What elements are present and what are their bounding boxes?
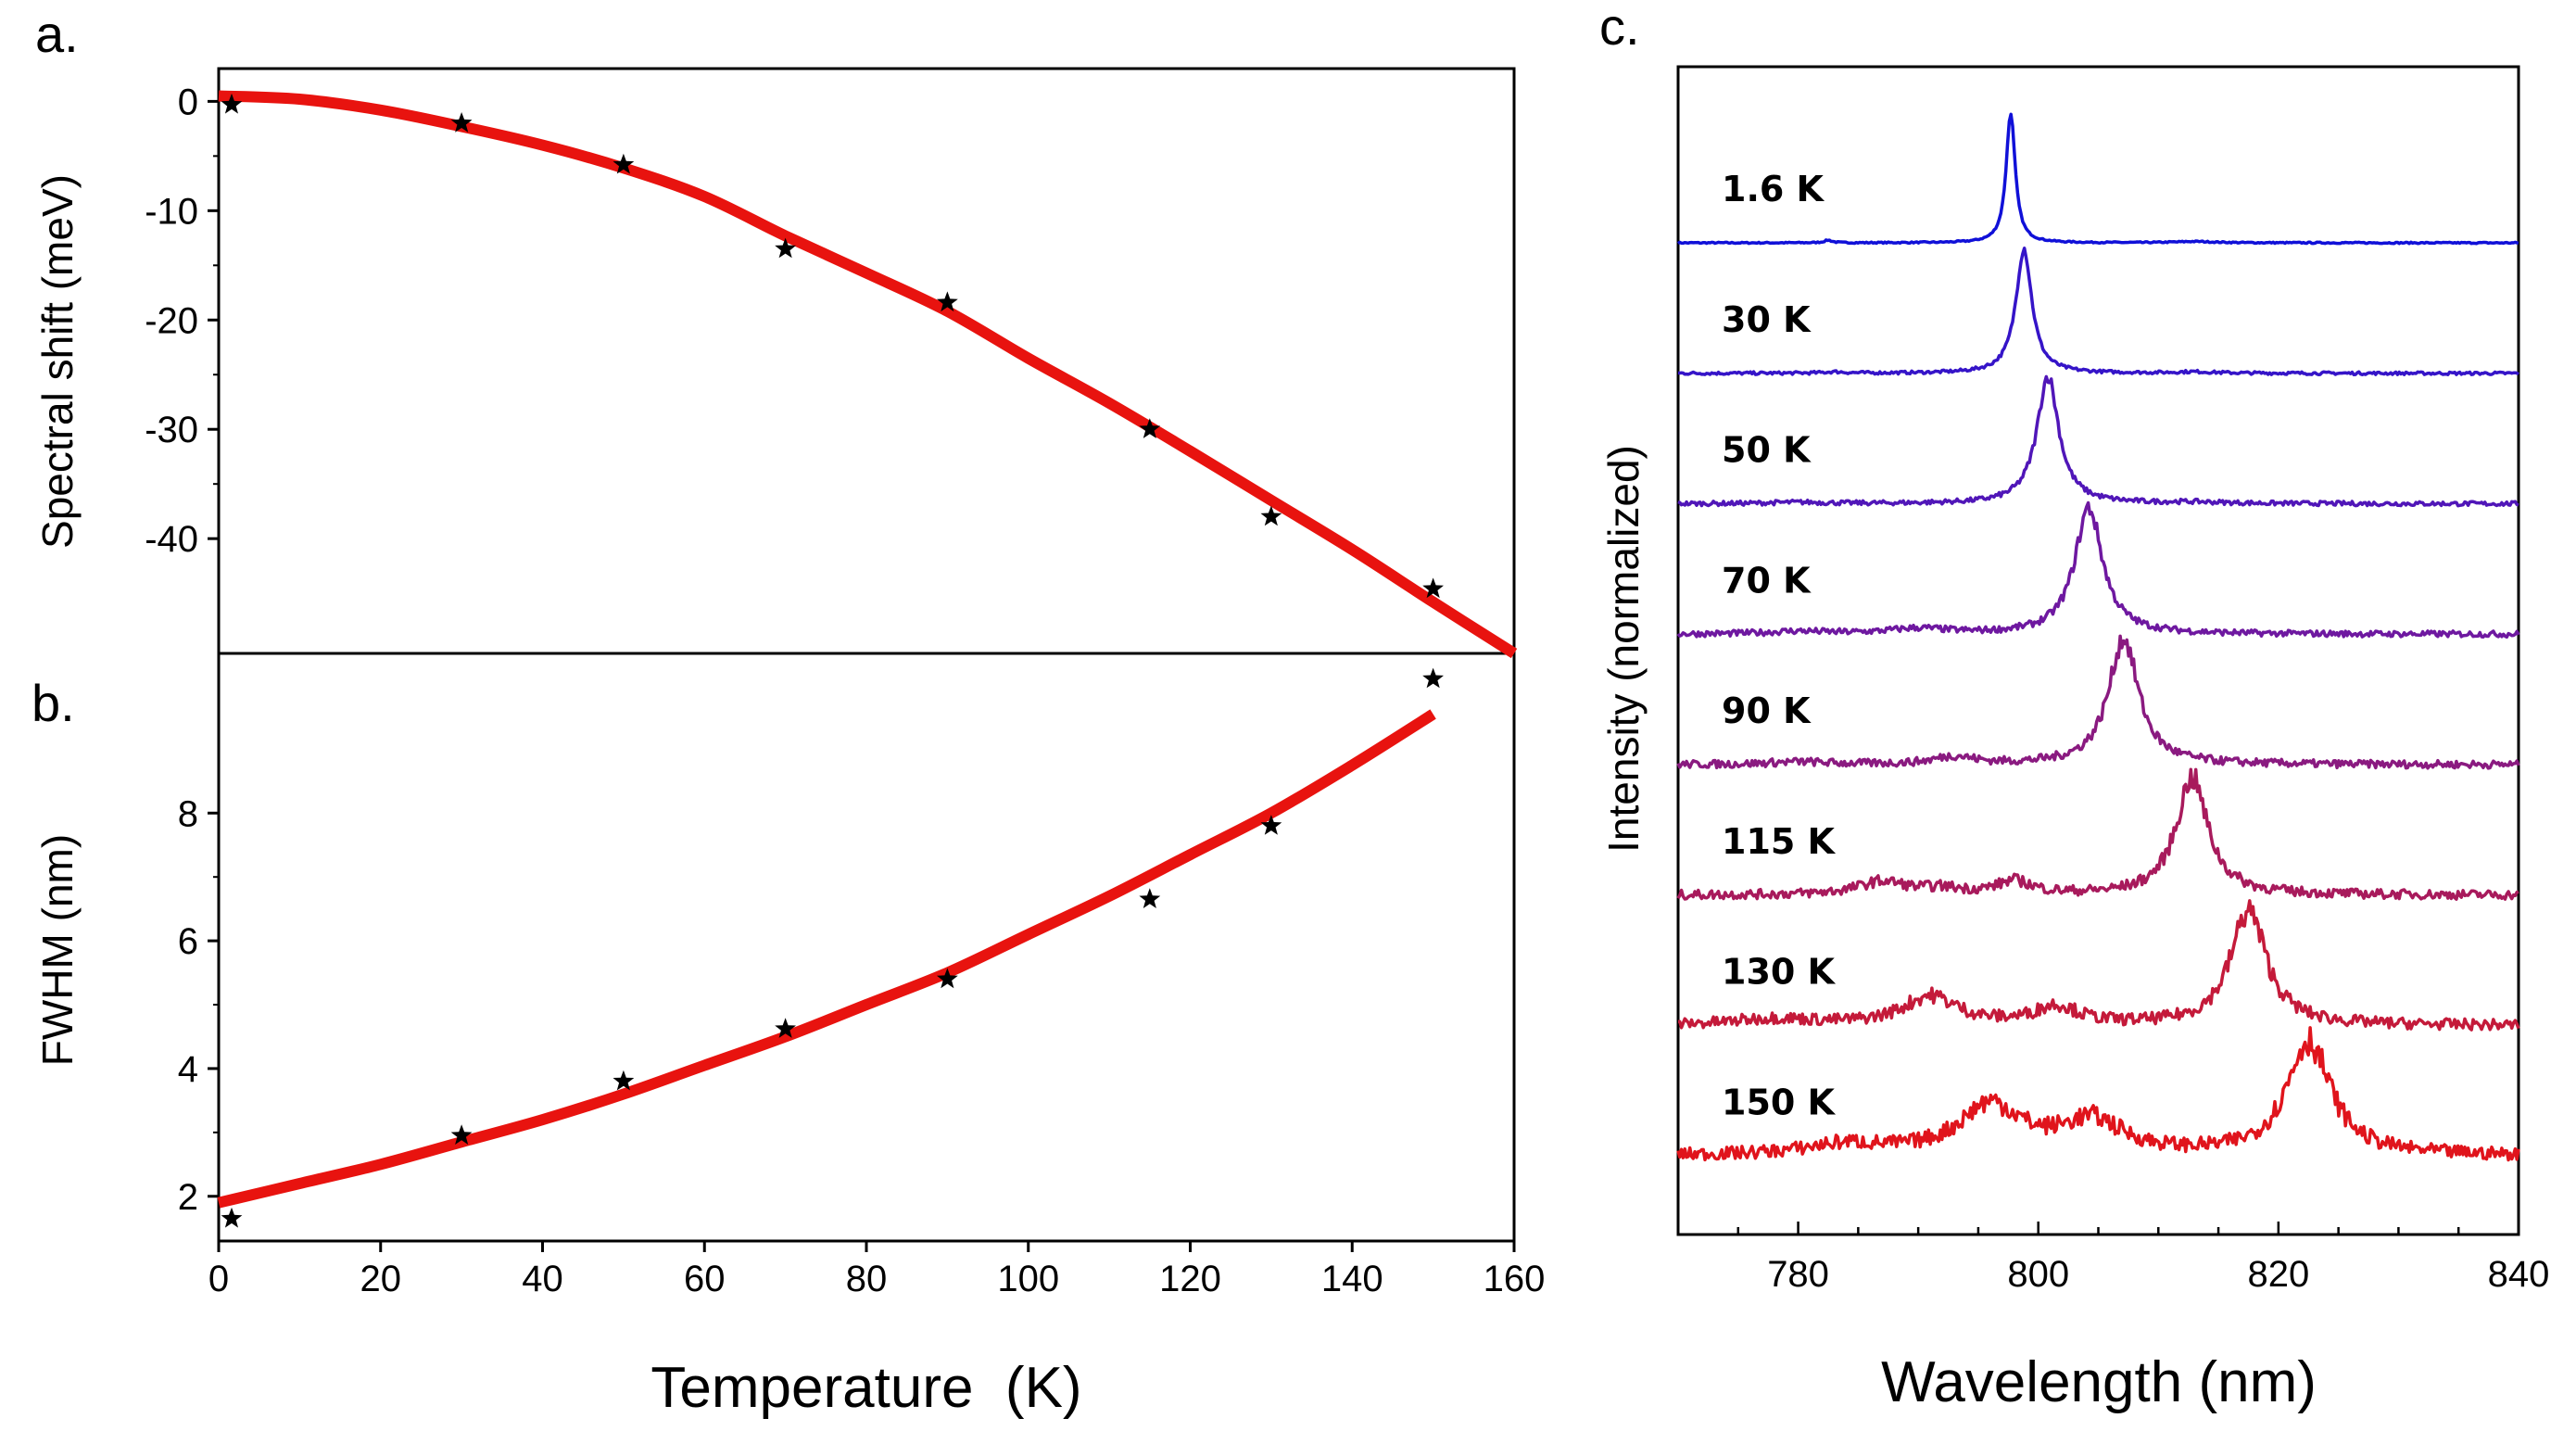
- plot-b-xtick-label: 20: [360, 1259, 402, 1299]
- plot-c-spectrum-label: 90 K: [1722, 690, 1812, 731]
- figure-canvas: a. b. c. Spectral shift (meV) FWHM (nm) …: [0, 0, 2576, 1431]
- plot-b-fit-line: [219, 715, 1433, 1203]
- plot-c-spectrum-label: 70 K: [1722, 560, 1812, 601]
- plot-a-frame: [219, 69, 1514, 653]
- plot-c-spectrum-label: 30 K: [1722, 299, 1812, 340]
- plot-c-xtick-label: 780: [1767, 1254, 1829, 1295]
- plot-b-xlabel: Temperature (K): [650, 1356, 1081, 1420]
- plot-b-ytick-label: 8: [178, 793, 198, 834]
- plot-b-ylabel: FWHM (nm): [33, 834, 82, 1066]
- plot-b-xtick-label: 80: [846, 1259, 888, 1299]
- panel-a-label: a.: [35, 5, 79, 63]
- plot-b-data-point: [221, 1208, 243, 1228]
- plot-b-data-point: [1139, 888, 1160, 908]
- plot-c-spectrum-label: 115 K: [1722, 821, 1837, 862]
- plot-b-xtick-label: 160: [1484, 1259, 1546, 1299]
- plot-b-xtick-label: 60: [684, 1259, 726, 1299]
- plot-c-spectrum-label: 130 K: [1722, 952, 1837, 993]
- plot-c-xtick-label: 820: [2247, 1254, 2309, 1295]
- plot-a-ylabel: Spectral shift (meV): [33, 174, 82, 549]
- plot-a-ytick-label: -40: [145, 519, 198, 560]
- plot-b-data-point: [1422, 668, 1444, 689]
- plot-b-ytick-label: 6: [178, 921, 198, 962]
- plot-b-xtick-label: 40: [522, 1259, 563, 1299]
- plot-c-xlabel: Wavelength (nm): [1881, 1350, 2317, 1414]
- panel-b-label: b.: [32, 674, 75, 732]
- plot-a-ytick-label: 0: [178, 82, 198, 122]
- plot-a-ytick-label: -30: [145, 410, 198, 450]
- plot-b-xtick-label: 140: [1321, 1259, 1383, 1299]
- plot-b-xtick-label: 0: [208, 1259, 229, 1299]
- plot-b-xtick-label: 100: [997, 1259, 1059, 1299]
- plot-a-ytick-label: -10: [145, 191, 198, 232]
- plot-c-marks: 780 800 820 840 1.6 K 30 K 50 K 70 K 90 K 115 K 13…: [1678, 114, 2549, 1295]
- plot-b-ytick-label: 2: [178, 1177, 198, 1218]
- plot-c-ylabel: Intensity (normalized): [1599, 445, 1648, 853]
- plot-a-marks: 0 -10 -20 -30 -40: [145, 82, 1514, 653]
- plot-c-xtick-label: 800: [2007, 1254, 2069, 1295]
- plot-c-spectrum-label: 50 K: [1722, 430, 1812, 471]
- plot-a-fit-line: [219, 96, 1514, 654]
- plot-a-ytick-label: -20: [145, 300, 198, 341]
- plot-c-spectrum-label: 150 K: [1722, 1082, 1837, 1122]
- plot-b-ytick-label: 4: [178, 1049, 198, 1090]
- plot-b-xtick-label: 120: [1159, 1259, 1221, 1299]
- plot-c-xtick-label: 840: [2488, 1254, 2550, 1295]
- panel-c-label: c.: [1599, 0, 1640, 56]
- plot-c-spectrum-label: 1.6 K: [1722, 169, 1825, 209]
